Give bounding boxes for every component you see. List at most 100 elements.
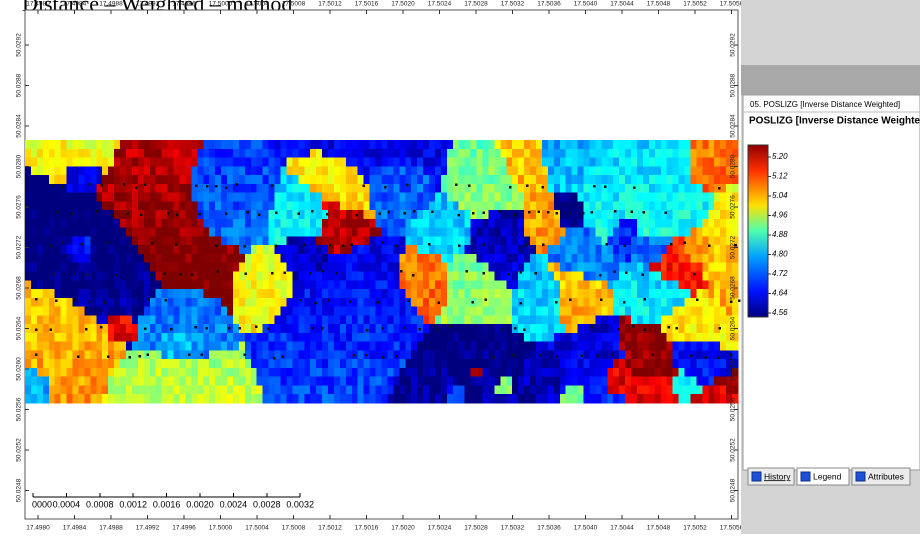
raster-cell [370,368,377,377]
raster-cell [114,175,121,184]
sample-point [88,183,91,186]
raster-cell [209,280,216,289]
raster-cell [96,140,103,149]
raster-cell [554,377,561,386]
tab-label[interactable]: Attributes [868,471,904,481]
raster-cell [685,228,692,237]
raster-cell [637,280,644,289]
raster-cell [263,193,270,202]
raster-cell [263,289,270,298]
raster-cell [78,201,85,210]
raster-cell [346,210,353,219]
raster-cell [690,359,697,368]
raster-cell [316,298,323,307]
raster-cell [257,158,264,167]
raster-cell [227,166,234,175]
raster-cell [679,324,686,333]
raster-cell [221,149,228,158]
raster-cell [702,289,709,298]
sample-point [670,243,673,246]
raster-cell [530,175,537,184]
raster-cell [37,377,44,386]
raster-cell [643,263,650,272]
raster-cell [643,280,650,289]
raster-cell [435,385,442,394]
raster-cell [316,315,323,324]
tab-label[interactable]: History [764,471,791,481]
raster-cell [572,228,579,237]
tab-label[interactable]: Legend [813,471,842,481]
raster-cell [453,175,460,184]
raster-cell [84,175,91,184]
raster-cell [673,254,680,263]
raster-cell [613,359,620,368]
raster-cell [31,263,38,272]
raster-cell [423,201,430,210]
raster-cell [500,236,507,245]
raster-cell [275,342,282,351]
raster-cell [263,210,270,219]
sample-point [195,185,198,188]
sample-point [89,301,92,304]
raster-cell [108,201,115,210]
raster-cell [459,272,466,281]
raster-cell [280,385,287,394]
raster-cell [387,315,394,324]
raster-cell [96,280,103,289]
raster-cell [643,377,650,386]
raster-cell [358,315,365,324]
raster-cell [494,193,501,202]
sample-point [128,356,131,359]
raster-cell [102,158,109,167]
raster-cell [435,254,442,263]
raster-cell [221,350,228,359]
raster-cell [619,236,626,245]
raster-cell [138,254,145,263]
raster-cell [304,263,311,272]
raster-cell [191,272,198,281]
sample-point [51,185,54,188]
raster-cell [679,359,686,368]
raster-cell [328,342,335,351]
raster-cell [524,263,531,272]
sample-point [335,272,338,275]
raster-cell [340,394,347,403]
sample-point [384,186,387,189]
raster-cell [459,140,466,149]
raster-cell [560,368,567,377]
raster-cell [589,324,596,333]
raster-cell [73,158,80,167]
raster-cell [714,158,721,167]
raster-cell [673,228,680,237]
raster-cell [667,377,674,386]
raster-cell [251,333,258,342]
raster-cell [382,307,389,316]
raster-cell [370,324,377,333]
raster-cell [637,228,644,237]
sample-point [696,298,699,301]
raster-cell [566,342,573,351]
raster-cell [393,359,400,368]
raster-cell [387,140,394,149]
raster-cell [637,201,644,210]
raster-cell [417,394,424,403]
raster-cell [399,307,406,316]
raster-cell [619,158,626,167]
raster-cell [55,342,62,351]
raster-cell [49,210,56,219]
raster-cell [233,307,240,316]
raster-cell [423,272,430,281]
raster-cell [156,333,163,342]
raster-cell [55,385,62,394]
raster-cell [411,359,418,368]
raster-cell [387,324,394,333]
raster-cell [483,280,490,289]
raster-cell [78,263,85,272]
raster-cell [542,350,549,359]
raster-cell [78,298,85,307]
raster-cell [25,254,32,263]
raster-cell [720,359,727,368]
raster-cell [358,236,365,245]
raster-cell [607,272,614,281]
raster-cell [720,228,727,237]
